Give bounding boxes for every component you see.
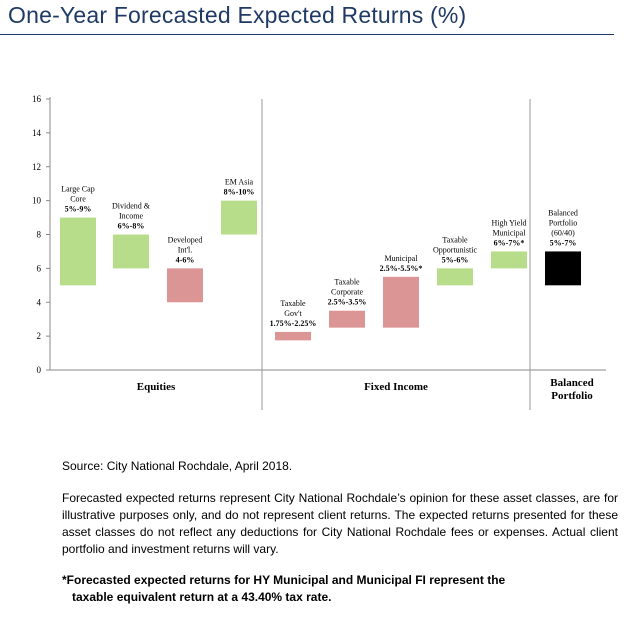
- y-tick-label: 16: [32, 94, 42, 104]
- range-bar: [437, 268, 473, 286]
- chart-title: One-Year Forecasted Expected Returns (%): [8, 2, 467, 28]
- bar-category-label: Income: [119, 212, 143, 221]
- group-label: Portfolio: [551, 390, 593, 402]
- range-bar: [329, 310, 365, 328]
- bar-range-label: 5%-7%: [550, 238, 577, 247]
- y-tick-label: 12: [32, 162, 41, 172]
- bar-category-label: Dividend &: [112, 202, 151, 211]
- group-label: Fixed Income: [364, 381, 428, 393]
- disclaimer-text: Forecasted expected returns represent Ci…: [62, 491, 618, 556]
- y-tick-label: 0: [37, 365, 42, 375]
- returns-chart: 0 2 4 6 8 10 12 14 16 Equities Fixed Income Balance…: [32, 94, 606, 410]
- bar-category-label: Taxable: [280, 299, 306, 308]
- bar-range-label: 6%-8%: [118, 222, 145, 231]
- footnote: *Forecasted expected returns for HY Muni…: [62, 572, 622, 606]
- bar-category-label: Taxable: [334, 278, 360, 287]
- bar-category-label: Balanced: [548, 208, 578, 217]
- range-bar: [113, 234, 149, 269]
- source-note: Source: City National Rochdale, April 20…: [62, 459, 293, 473]
- bar-range-label: 4-6%: [176, 255, 195, 264]
- y-tick-label: 6: [37, 263, 42, 273]
- range-bar: [383, 276, 419, 328]
- bar-range-label: 2.5%-3.5%: [328, 298, 367, 307]
- bar-category-label: Corporate: [331, 288, 363, 297]
- y-tick-label: 2: [37, 331, 42, 341]
- footnote-line-2: taxable equivalent return at a 43.40% ta…: [72, 590, 332, 604]
- y-tick-label: 10: [32, 196, 42, 206]
- bar-category-label: Core: [70, 195, 86, 204]
- bar-category-label: Opportunistic: [433, 245, 477, 254]
- bar-category-label: Taxable: [442, 235, 468, 244]
- footnote-line-1: *Forecasted expected returns for HY Muni…: [62, 573, 506, 587]
- range-bar: [275, 331, 311, 341]
- bar-range-label: 6%-7%*: [494, 238, 525, 247]
- bar-range-label: 5%-9%: [65, 205, 92, 214]
- y-tick-label: 4: [37, 297, 42, 307]
- range-bar: [491, 251, 527, 269]
- range-bar: [167, 268, 203, 303]
- range-bar: [60, 217, 96, 286]
- title-divider: [0, 34, 614, 35]
- range-bar: [545, 251, 581, 286]
- bar-category-label: EM Asia: [225, 178, 254, 187]
- y-tick-label: 8: [37, 230, 42, 240]
- bar-category-label: Municipal: [493, 228, 527, 237]
- bar-category-label: High Yield: [491, 218, 526, 227]
- bar-category-label: Large Cap: [61, 185, 94, 194]
- bar-category-label: Gov't: [284, 309, 302, 318]
- group-label: Equities: [137, 381, 176, 393]
- bar-category-label: Developed: [168, 235, 203, 244]
- y-tick-label: 14: [32, 128, 42, 138]
- bar-category-label: (60/40): [551, 228, 575, 237]
- range-bar: [221, 200, 257, 235]
- bar-category-label: Portfolio: [549, 218, 577, 227]
- group-label: Balanced: [550, 377, 593, 389]
- bar-category-label: Municipal: [385, 254, 419, 263]
- bar-range-label: 5%-6%: [442, 255, 469, 264]
- bar-category-label: Int'l.: [178, 245, 193, 254]
- bar-range-label: 1.75%-2.25%: [270, 319, 317, 328]
- bar-range-label: 2.5%-5.5%*: [380, 264, 423, 273]
- bar-range-label: 8%-10%: [224, 188, 255, 197]
